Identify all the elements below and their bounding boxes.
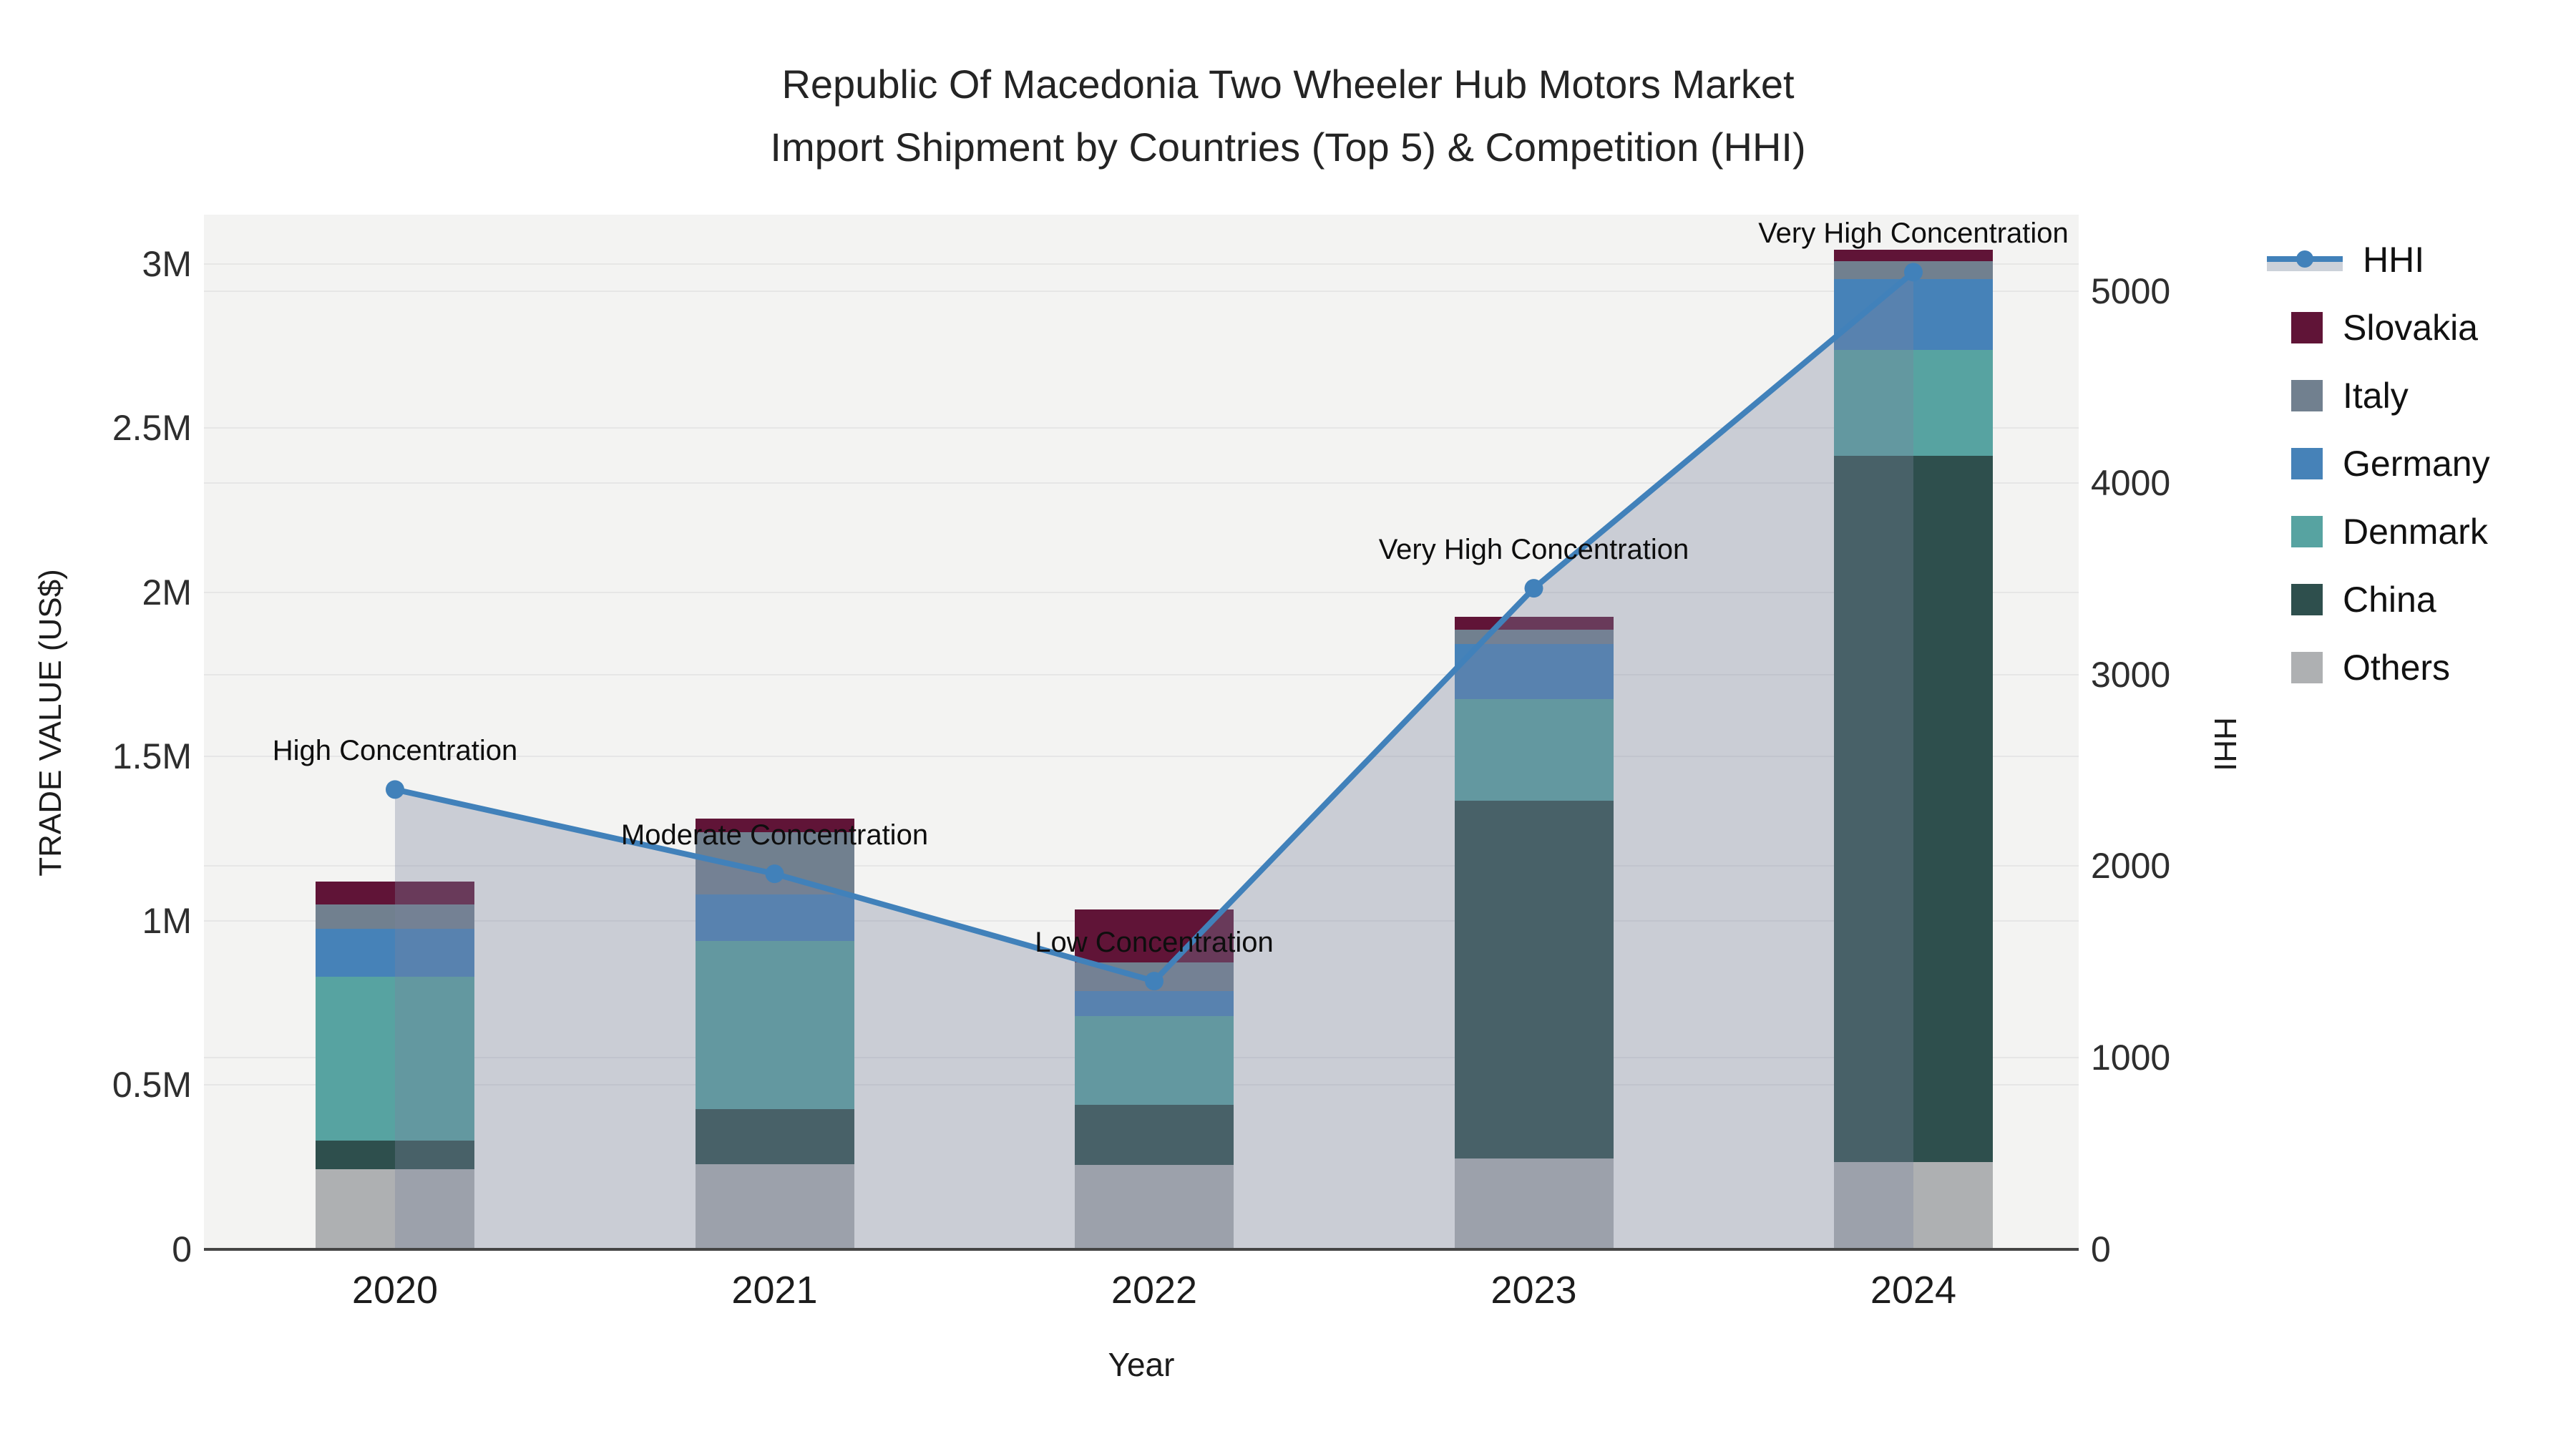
bar-segment-germany-2022[interactable] xyxy=(1075,990,1234,1016)
annotation-2022: Low Concentration xyxy=(1035,927,1274,959)
hhi-marker-2024[interactable] xyxy=(1904,263,1923,282)
y-axis-left-title: TRADE VALUE (US$) xyxy=(33,569,68,877)
annotation-2024: Very High Concentration xyxy=(1758,218,2069,250)
legend-label: HHI xyxy=(2363,239,2425,280)
xtick-2023: 2023 xyxy=(1491,1269,1577,1312)
gridline xyxy=(204,291,2079,293)
xtick-2024: 2024 xyxy=(1870,1269,1957,1312)
ytick-right-4000: 4000 xyxy=(2091,462,2171,503)
ytick-right-5000: 5000 xyxy=(2091,271,2171,312)
bar-segment-denmark-2020[interactable] xyxy=(316,976,474,1141)
gridline xyxy=(204,865,2079,867)
hhi-marker-2021[interactable] xyxy=(765,864,784,884)
bar-segment-china-2020[interactable] xyxy=(316,1141,474,1169)
y-axis-right-title: HHI xyxy=(2207,717,2243,771)
ytick-left-0.5M: 0.5M xyxy=(112,1065,192,1106)
legend-item-china[interactable]: China xyxy=(2267,565,2575,633)
legend-label: Slovakia xyxy=(2343,307,2478,348)
legend-label: Others xyxy=(2343,647,2451,688)
hhi-marker-2023[interactable] xyxy=(1524,579,1543,598)
chart-title-line1: Republic Of Macedonia Two Wheeler Hub Mo… xyxy=(781,62,1795,107)
bar-segment-china-2024[interactable] xyxy=(1834,456,1993,1163)
ytick-right-1000: 1000 xyxy=(2091,1038,2171,1078)
bar-segment-denmark-2022[interactable] xyxy=(1075,1015,1234,1105)
bar-segment-others-2020[interactable] xyxy=(316,1169,474,1249)
bar-segment-china-2023[interactable] xyxy=(1454,800,1614,1159)
bar-segment-slovakia-2024[interactable] xyxy=(1834,249,1993,261)
hhi-line-layer xyxy=(386,263,1923,1249)
gridline xyxy=(204,756,2079,758)
bar-segment-others-2022[interactable] xyxy=(1075,1164,1234,1249)
legend-color-swatch xyxy=(2291,311,2323,343)
bar-segment-denmark-2021[interactable] xyxy=(695,940,854,1109)
ytick-left-2M: 2M xyxy=(142,572,192,613)
ytick-left-1.5M: 1.5M xyxy=(112,736,192,777)
bar-segment-others-2023[interactable] xyxy=(1454,1158,1614,1249)
hhi-area-fill xyxy=(395,272,1913,1249)
bar-segment-slovakia-2021[interactable] xyxy=(695,819,854,833)
bar-segment-slovakia-2020[interactable] xyxy=(316,881,474,905)
legend-color-swatch xyxy=(2291,515,2323,547)
ytick-left-1M: 1M xyxy=(142,900,192,941)
legend-item-denmark[interactable]: Denmark xyxy=(2267,497,2575,565)
chart-title-line2: Import Shipment by Countries (Top 5) & C… xyxy=(770,125,1806,170)
legend-item-slovakia[interactable]: Slovakia xyxy=(2267,293,2575,361)
legend-item-italy[interactable]: Italy xyxy=(2267,361,2575,429)
gridline xyxy=(204,673,2079,675)
bar-segment-others-2021[interactable] xyxy=(695,1164,854,1249)
legend-label: Germany xyxy=(2343,443,2490,484)
gridline xyxy=(204,427,2079,429)
gridline xyxy=(204,263,2079,265)
bar-segment-others-2024[interactable] xyxy=(1834,1162,1993,1249)
legend-label: Italy xyxy=(2343,375,2409,416)
bar-segment-china-2021[interactable] xyxy=(695,1108,854,1165)
legend-line-marker xyxy=(2296,250,2313,268)
bar-segment-germany-2021[interactable] xyxy=(695,894,854,941)
bar-segment-denmark-2024[interactable] xyxy=(1834,350,1993,457)
ytick-left-3M: 3M xyxy=(142,243,192,284)
legend-label: China xyxy=(2343,579,2436,620)
annotation-2020: High Concentration xyxy=(272,735,518,767)
plot-area: High Concentration Moderate Concentration… xyxy=(204,215,2079,1249)
ytick-left-0: 0 xyxy=(172,1229,192,1269)
annotation-2023: Very High Concentration xyxy=(1378,534,1689,566)
legend-color-swatch xyxy=(2291,583,2323,615)
legend-label: Denmark xyxy=(2343,511,2488,552)
bar-segment-germany-2020[interactable] xyxy=(316,928,474,977)
bar-segment-germany-2023[interactable] xyxy=(1454,644,1614,699)
bar-segment-denmark-2023[interactable] xyxy=(1454,698,1614,801)
gridline xyxy=(204,591,2079,593)
legend: HHI Slovakia Italy Germany Denmark China Other… xyxy=(2267,225,2575,701)
x-axis-title: Year xyxy=(1108,1346,1175,1383)
hhi-marker-2020[interactable] xyxy=(386,780,404,799)
legend-line-swatch xyxy=(2267,244,2343,275)
xtick-2021: 2021 xyxy=(731,1269,818,1312)
gridline xyxy=(204,482,2079,484)
bar-segment-china-2022[interactable] xyxy=(1075,1104,1234,1165)
legend-item-hhi[interactable]: HHI xyxy=(2267,225,2575,293)
annotation-2021: Moderate Concentration xyxy=(620,819,929,852)
legend-color-swatch xyxy=(2291,379,2323,411)
legend-color-swatch xyxy=(2291,447,2323,479)
hhi-marker-2022[interactable] xyxy=(1145,972,1163,991)
bar-segment-slovakia-2022[interactable] xyxy=(1075,909,1234,962)
legend-color-swatch xyxy=(2291,651,2323,683)
chart-title: Republic Of Macedonia Two Wheeler Hub Mo… xyxy=(0,53,2576,179)
ytick-left-2.5M: 2.5M xyxy=(112,408,192,449)
legend-item-others[interactable]: Others xyxy=(2267,633,2575,701)
ytick-right-0: 0 xyxy=(2091,1229,2111,1269)
xtick-2020: 2020 xyxy=(351,1269,439,1312)
ytick-right-3000: 3000 xyxy=(2091,654,2171,695)
xtick-2022: 2022 xyxy=(1111,1269,1198,1312)
legend-item-germany[interactable]: Germany xyxy=(2267,429,2575,497)
bar-segment-italy-2020[interactable] xyxy=(316,904,474,929)
x-axis-line xyxy=(204,1248,2079,1251)
ytick-right-2000: 2000 xyxy=(2091,846,2171,887)
